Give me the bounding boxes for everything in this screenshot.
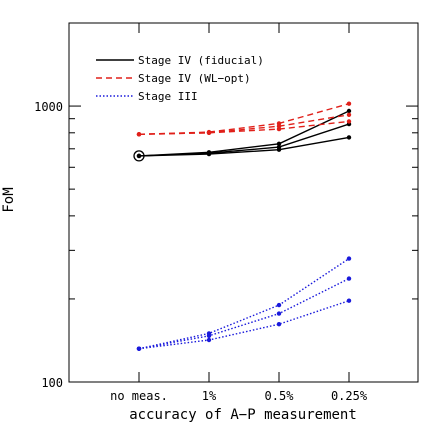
- data-point: [136, 153, 142, 159]
- data-point: [346, 101, 352, 106]
- data-point: [276, 147, 282, 152]
- series-line-5: [138, 120, 350, 135]
- data-point: [206, 130, 212, 135]
- legend: Stage IV (fiducial) Stage IV (WL−opt) St…: [96, 54, 264, 103]
- series-line-7: [138, 277, 350, 350]
- x-axis-title: accuracy of A−P measurement: [129, 407, 357, 423]
- data-point: [276, 141, 282, 146]
- data-point: [276, 322, 282, 327]
- data-point: [206, 333, 212, 338]
- series-line-2: [138, 136, 350, 157]
- data-point: [346, 256, 352, 261]
- data-point: [346, 135, 352, 140]
- series-layer: [133, 101, 352, 351]
- data-point: [346, 119, 352, 124]
- x-tick-label: 0.5%: [265, 389, 295, 403]
- series-line-8: [138, 300, 350, 350]
- y-tick-label: 1000: [34, 100, 63, 114]
- data-point: [346, 112, 352, 118]
- tick-labels: 100 1000 no meas. 1% 0.5% 0.25%: [34, 100, 368, 403]
- data-point: [346, 276, 352, 281]
- data-point: [276, 126, 282, 132]
- data-point: [346, 298, 352, 303]
- data-point: [276, 311, 282, 316]
- axis-ticks: [69, 22, 418, 383]
- series-line-6: [138, 258, 350, 350]
- data-point: [276, 302, 282, 308]
- legend-label-stage3: Stage III: [138, 90, 198, 103]
- annotation-circle: [133, 150, 145, 162]
- y-axis-title: FoM: [1, 187, 17, 212]
- legend-label-stage4-fiducial: Stage IV (fiducial): [138, 54, 264, 67]
- legend-label-stage4-wlopt: Stage IV (WL−opt): [138, 72, 251, 85]
- data-point: [136, 346, 142, 351]
- data-point: [206, 337, 212, 343]
- data-point: [346, 108, 352, 114]
- data-point: [136, 132, 142, 137]
- x-tick-label: no meas.: [110, 389, 168, 403]
- x-tick-label: 0.25%: [331, 389, 368, 403]
- y-tick-label: 100: [41, 376, 63, 390]
- data-point: [206, 151, 212, 157]
- plot-frame: [68, 22, 419, 383]
- x-tick-label: 1%: [202, 389, 217, 403]
